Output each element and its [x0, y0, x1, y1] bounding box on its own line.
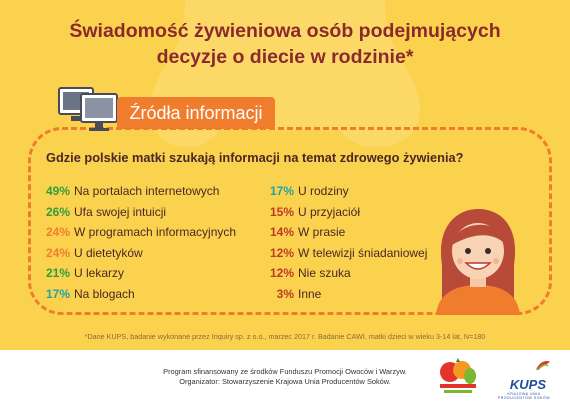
result-item: 17% U rodziny: [260, 181, 427, 202]
result-item: 14% W prasie: [260, 222, 427, 243]
result-label: U rodziny: [298, 184, 349, 198]
result-percent: 14%: [269, 225, 294, 239]
survey-question: Gdzie polskie matki szukają informacji n…: [46, 150, 464, 165]
result-item: 3% Inne: [260, 284, 427, 305]
result-percent: 15%: [269, 204, 294, 219]
results-left-column: 49% Na portalach internetowych 26% Ufa swoj…: [46, 181, 236, 304]
result-item: 49% Na portalach internetowych: [46, 181, 236, 202]
result-label: Na blogach: [74, 286, 135, 301]
kups-leaf-icon: [536, 360, 550, 371]
result-percent: 12%: [269, 245, 294, 260]
computer-icon: [58, 87, 118, 131]
result-label: Ufa swojej intuicji: [74, 204, 167, 219]
footer-line-1: Program sfinansowany ze środków Funduszu…: [163, 367, 407, 376]
result-item: 21% U lekarzy: [46, 263, 236, 284]
kups-subtitle-1: KRAJOWA UNIA: [507, 392, 541, 396]
kups-wordmark: KUPS: [509, 377, 546, 392]
result-label: W programach informacyjnych: [74, 225, 237, 239]
kups-subtitle-2: PRODUCENTÓW SOKÓW: [497, 396, 551, 400]
result-label: Inne: [298, 286, 322, 301]
result-percent: 12%: [269, 266, 294, 280]
fruit-program-logo: [440, 358, 476, 393]
result-label: U dietetyków: [74, 245, 143, 260]
result-percent: 24%: [46, 225, 71, 239]
result-percent: 49%: [46, 184, 71, 198]
result-label: Nie szuka: [298, 266, 351, 280]
content-frame: [28, 127, 552, 315]
title-line-1: Świadomość żywieniowa osób podejmujących: [69, 20, 501, 42]
result-item: 26% Ufa swojej intuicji: [46, 202, 236, 223]
result-percent: 17%: [269, 184, 294, 198]
result-label: W telewizji śniadaniowej: [298, 245, 428, 260]
result-item: 24% W programach informacyjnych: [46, 222, 236, 243]
result-item: 17% Na blogach: [46, 284, 236, 305]
footer-text: Program sfinansowany ze środków Funduszu…: [150, 367, 420, 387]
result-item: 15% U przyjaciół: [260, 202, 427, 223]
page-title: Świadomość żywieniowa osób podejmujących…: [0, 18, 570, 70]
footer-line-2: Organizator: Stowarzyszenie Krajowa Unia…: [179, 377, 391, 386]
result-label: Na portalach internetowych: [74, 184, 220, 198]
results-right-column: 17% U rodziny 15% U przyjaciół 14% W prasie 12…: [260, 181, 427, 304]
kups-logo: KUPS KRAJOWA UNIA PRODUCENTÓW SOKÓW: [496, 358, 552, 400]
result-percent: 24%: [46, 245, 71, 260]
title-line-2: decyzje o diecie w rodzinie*: [156, 46, 414, 68]
result-percent: 21%: [46, 266, 71, 280]
result-percent: 17%: [46, 286, 71, 301]
result-percent: 3%: [276, 286, 294, 301]
result-item: 12% W telewizji śniadaniowej: [260, 243, 427, 264]
result-label: U lekarzy: [74, 266, 125, 280]
footnote: *Dane KUPS, badanie wykonane przez Inqui…: [84, 332, 486, 341]
section-tag: Źródła informacji: [117, 97, 275, 129]
infographic-canvas: Świadomość żywieniowa osób podejmujących…: [0, 0, 570, 350]
result-percent: 26%: [46, 204, 71, 219]
result-label: U przyjaciół: [298, 204, 361, 219]
result-item: 24% U dietetyków: [46, 243, 236, 264]
result-label: W prasie: [298, 225, 346, 239]
woman-avatar-icon: [436, 209, 520, 315]
result-item: 12% Nie szuka: [260, 263, 427, 284]
